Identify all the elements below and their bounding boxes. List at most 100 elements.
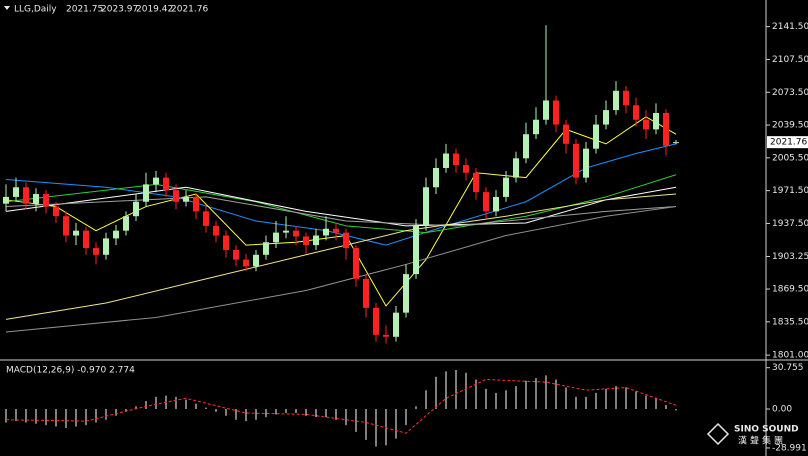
candle-body <box>293 230 299 237</box>
candle-body <box>113 230 119 239</box>
candle-body <box>213 225 219 236</box>
candle-body <box>143 184 149 202</box>
candle-body <box>553 100 559 125</box>
candle-body <box>123 216 129 231</box>
moving-average-line <box>5 196 677 227</box>
moving-average-line <box>5 174 677 234</box>
candle-body <box>363 278 369 308</box>
y-tick-label: 30.755 <box>772 363 804 373</box>
current-price-label: 2021.76 <box>770 138 807 148</box>
y-tick-label: 2141.50 <box>772 22 808 32</box>
candle-body <box>673 142 679 144</box>
y-tick-label: -28.991 <box>772 443 807 453</box>
y-tick-label: 1971.50 <box>772 186 808 196</box>
macd-signal-line <box>5 378 677 434</box>
candle-body <box>353 248 359 279</box>
y-tick-label: 2039.50 <box>772 121 808 131</box>
candle-body <box>343 232 349 249</box>
candle-body <box>523 134 529 159</box>
candle-body <box>543 100 549 120</box>
candle-body <box>323 228 329 236</box>
symbol-label: LLG,Daily <box>14 5 57 15</box>
candle-body <box>633 105 639 120</box>
candle-body <box>613 90 619 111</box>
y-tick-label: 2107.50 <box>772 55 808 65</box>
candle-body <box>93 248 99 255</box>
candle-body <box>473 172 479 193</box>
candle-body <box>23 187 29 204</box>
candle-body <box>33 194 39 204</box>
candle-body <box>203 211 209 226</box>
menu-arrow[interactable] <box>4 6 10 10</box>
candle-body <box>333 228 339 233</box>
candle-body <box>623 90 629 106</box>
candle-body <box>603 110 609 125</box>
candle-body <box>83 230 89 249</box>
candle-body <box>133 201 139 217</box>
candle-body <box>383 334 389 337</box>
candle-body <box>153 177 159 185</box>
ohlc-close: 2021.76 <box>171 5 208 15</box>
candle-body <box>303 236 309 246</box>
logo-icon <box>706 422 730 446</box>
y-tick-label: 1801.00 <box>772 351 808 361</box>
candle-body <box>483 192 489 212</box>
candle-body <box>263 242 269 255</box>
y-tick-label: 0.00 <box>772 405 792 415</box>
candle-body <box>653 112 659 130</box>
candle-body <box>533 119 539 135</box>
candle-body <box>43 194 49 207</box>
candle-body <box>233 249 239 260</box>
candle-body <box>13 187 19 197</box>
candle-body <box>173 190 179 202</box>
candle-body <box>183 196 189 202</box>
candle-body <box>163 177 169 191</box>
candle-body <box>513 158 519 178</box>
candle-body <box>433 167 439 188</box>
candle-body <box>103 238 109 255</box>
candle-body <box>253 254 259 267</box>
candle-body <box>563 124 569 144</box>
y-tick-label: 1937.50 <box>772 219 808 229</box>
candle-body <box>453 153 459 166</box>
candle-body <box>443 153 449 168</box>
y-tick-label: 1835.50 <box>772 317 808 327</box>
macd-label: MACD(12,26,9) -0.970 2.774 <box>6 366 135 376</box>
candle-body <box>403 274 409 313</box>
candle-body <box>73 230 79 236</box>
candle-body <box>423 187 429 226</box>
candle-body <box>663 112 669 146</box>
y-tick-label: 1869.50 <box>772 285 808 295</box>
candle-body <box>463 165 469 173</box>
candle-body <box>3 196 9 204</box>
y-tick-label: 2073.50 <box>772 88 808 98</box>
ohlc-open: 2021.75 <box>66 5 103 15</box>
candle-body <box>373 307 379 335</box>
candle-body <box>283 230 289 233</box>
candle-body <box>493 196 499 212</box>
candle-body <box>593 124 599 149</box>
candle-body <box>503 177 509 197</box>
candle-body <box>243 259 249 267</box>
logo-subtitle: 漢聲集團 <box>738 435 786 447</box>
candle-body <box>273 232 279 243</box>
candle-body <box>223 235 229 250</box>
candle-body <box>63 216 69 236</box>
candle-body <box>193 196 199 212</box>
candle-body <box>313 235 319 246</box>
candle-body <box>53 206 59 217</box>
candle-body <box>583 148 589 178</box>
y-tick-label: 2005.50 <box>772 153 808 163</box>
y-tick-label: 1903.25 <box>772 252 808 262</box>
candle-body <box>643 119 649 130</box>
moving-average-line <box>5 143 677 246</box>
candle-body <box>393 312 399 337</box>
moving-average-line <box>5 116 677 307</box>
candle-body <box>413 225 419 275</box>
logo-name: SINO SOUND <box>734 425 799 435</box>
price-label-bg <box>767 136 808 149</box>
candle-body <box>573 143 579 178</box>
ohlc-low: 2019.42 <box>136 5 173 15</box>
